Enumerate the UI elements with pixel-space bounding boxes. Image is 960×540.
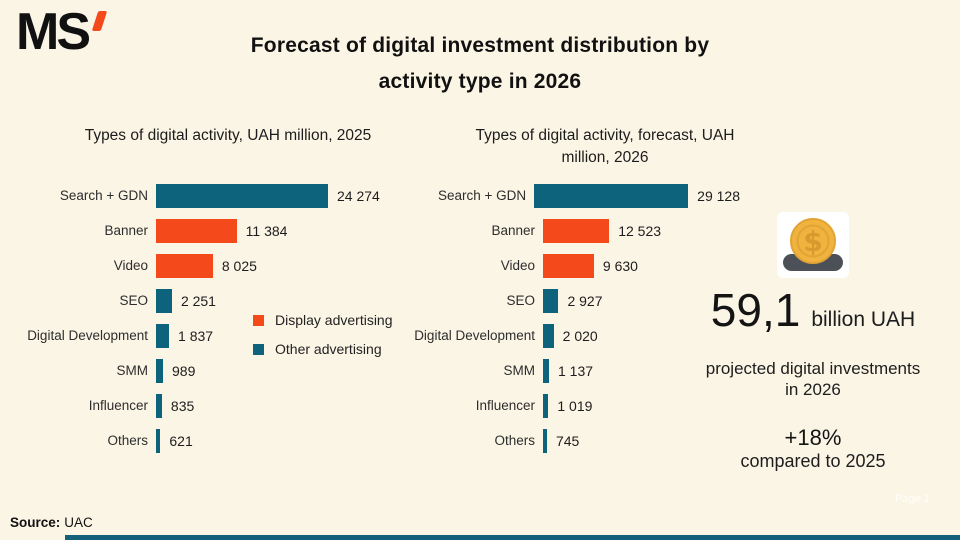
headline: 59,1 billion UAH (711, 286, 915, 344)
logo-text: MS (16, 3, 91, 61)
bar-value-label: 745 (555, 432, 580, 449)
bar-row: SMM 1 137 (400, 353, 740, 388)
headline-caption-line1: projected digital investments (705, 359, 921, 378)
bar-category-label: Others (494, 433, 535, 448)
bar-value-label: 2 927 (567, 292, 603, 309)
highlight-panel: $ 59,1 billion UAH projected digital inv… (663, 212, 960, 472)
bar-value-label: 12 523 (618, 222, 662, 239)
bar-value-label: 11 384 (245, 222, 288, 239)
bar-row: Search + GDN 29 128 (400, 178, 740, 213)
bar-row: Influencer 835 (13, 388, 443, 423)
bar (156, 323, 170, 348)
legend-label-display: Display advertising (275, 312, 393, 328)
bar-value-label: 9 630 (602, 257, 638, 274)
bar-category-label: Video (113, 258, 148, 273)
bar-row: Others 745 (400, 423, 740, 458)
bar (534, 183, 689, 208)
bar (543, 288, 559, 313)
bar-category-label: SEO (506, 293, 535, 308)
bar (543, 218, 610, 243)
bar-category-label: Video (500, 258, 535, 273)
bar-row: Banner 12 523 (400, 213, 740, 248)
bar-value-label: 2 020 (562, 327, 598, 344)
source-value: UAC (64, 515, 93, 530)
bar (156, 428, 161, 453)
page-title-line2: activity type in 2026 (378, 70, 582, 93)
page-title-line1: Forecast of digital investment distribut… (250, 34, 710, 57)
bar-value-label: 1 019 (557, 397, 593, 414)
chart-2025-bars: Search + GDN 24 274 Banner 11 384 Video 8 025… (13, 178, 443, 458)
logo: MS (16, 3, 108, 61)
bar (543, 358, 549, 383)
bar-category-label: Influencer (88, 398, 148, 413)
bar-category-label: SMM (503, 363, 536, 378)
bar-value-label: 1 137 (558, 362, 594, 379)
bar-row: Banner 11 384 (13, 213, 443, 248)
bar-row: Others 621 (13, 423, 443, 458)
legend-swatch-other-icon (253, 343, 264, 355)
headline-caption-line2: in 2026 (785, 380, 841, 399)
bar (156, 218, 237, 243)
footer-bar (65, 535, 960, 540)
coin-icon: $ (777, 212, 849, 278)
growth-caption: compared to 2025 (740, 451, 886, 471)
bar-row: Video 9 630 (400, 248, 740, 283)
growth-block: +18% compared to 2025 (740, 426, 885, 472)
bar-row: SMM 989 (13, 353, 443, 388)
page-number: Page 1 (895, 493, 930, 505)
source-label: Source: (10, 515, 61, 530)
legend-swatch-display-icon (253, 314, 264, 326)
headline-value: 59,1 (710, 284, 801, 336)
source-note: Source: UAC (10, 515, 93, 530)
bar-value-label: 24 274 (337, 187, 380, 204)
chart-legend: Display advertising Other advertising (253, 310, 393, 368)
bar-category-label: Banner (491, 223, 535, 238)
legend-item-display-advertising: Display advertising (253, 310, 393, 330)
bar-value-label: 2 251 (180, 292, 216, 309)
bar-value-label: 8 025 (221, 257, 257, 274)
bar-value-label: 29 128 (697, 187, 740, 204)
bar-category-label: Search + GDN (59, 188, 148, 203)
legend-label-other: Other advertising (275, 341, 382, 357)
bar-row: Digital Development 2 020 (400, 318, 740, 353)
bar-row: Video 8 025 (13, 248, 443, 283)
bar (543, 428, 547, 453)
bar-category-label: Others (107, 433, 148, 448)
logo-apostrophe-icon (91, 11, 108, 31)
chart-2026-bars: Search + GDN 29 128 Banner 12 523 Video 9 630… (400, 178, 740, 458)
bar (156, 358, 163, 383)
growth-percent: +18% (784, 425, 842, 450)
bar-value-label: 835 (170, 397, 195, 414)
bar-row: Influencer 1 019 (400, 388, 740, 423)
bar-value-label: 989 (172, 362, 196, 379)
headline-caption: projected digital investments in 2026 (706, 358, 921, 400)
bar-category-label: Banner (104, 223, 148, 238)
bar (543, 253, 594, 278)
bar-value-label: 1 837 (178, 327, 214, 344)
bar-category-label: Digital Development (27, 328, 148, 343)
bar (156, 288, 172, 313)
bar (543, 323, 554, 348)
bar (156, 253, 213, 278)
chart-2026-title: Types of digital activity, forecast, UAH… (475, 127, 735, 166)
bar-category-label: Influencer (475, 398, 535, 413)
legend-item-other-advertising: Other advertising (253, 339, 393, 359)
bar-value-label: 621 (169, 432, 193, 449)
bar-row: SEO 2 927 (400, 283, 740, 318)
bar (543, 393, 549, 418)
bar-category-label: SMM (116, 363, 149, 378)
svg-text:$: $ (803, 225, 822, 258)
headline-unit: billion UAH (811, 308, 916, 331)
bar-category-label: Digital Development (414, 328, 535, 343)
bar (156, 393, 162, 418)
chart-2025-title: Types of digital activity, UAH million, … (84, 127, 372, 144)
bar-row: Search + GDN 24 274 (13, 178, 443, 213)
bar-category-label: SEO (119, 293, 148, 308)
bar-category-label: Search + GDN (438, 188, 527, 203)
bar-row: Digital Development 1 837 (13, 318, 443, 353)
bar (156, 183, 328, 208)
page-title: Forecast of digital investment distribut… (120, 28, 840, 100)
bar-row: SEO 2 251 (13, 283, 443, 318)
